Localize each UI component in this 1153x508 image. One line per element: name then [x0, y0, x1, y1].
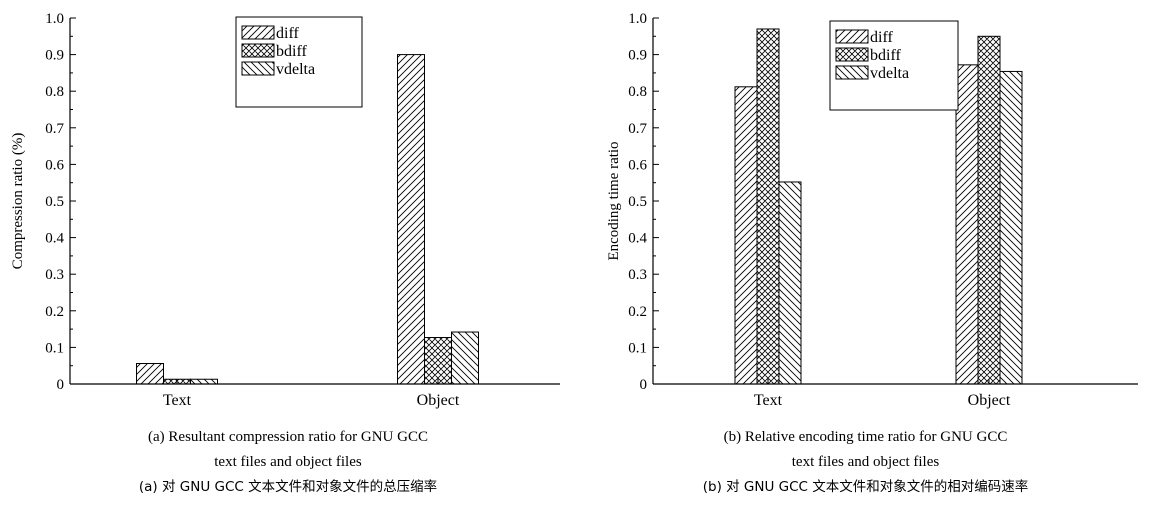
legend-label-vdelta: vdelta	[870, 65, 909, 82]
x-tick-label: Text	[163, 392, 192, 409]
charts-canvas: Text Object 0 0.1 0.2 0.3 0.4 0.5 0.6 0.7 0.8 0.9 1.…	[10, 11, 1138, 409]
caption-b-chinese: (b) 对 GNU GCC 文本文件和对象文件的相对编码速率	[702, 479, 1029, 495]
y-tick-label: 0.5	[628, 194, 647, 210]
bar-vdelta-text	[778, 181, 802, 385]
caption-a-english-line2: text files and object files	[214, 454, 362, 470]
chart-panel-a: Text Object 0 0.1 0.2 0.3 0.4 0.5 0.6 0.7 0.8 0.9 1.…	[10, 11, 560, 409]
caption-b-english-line1: (b) Relative encoding time ratio for GNU…	[723, 429, 1008, 445]
legend-swatch-vdelta	[241, 61, 275, 76]
y-tick-label: 0.2	[628, 304, 647, 320]
y-tick-label: 0.7	[45, 121, 64, 137]
legend-label-diff: diff	[276, 25, 299, 42]
caption-b-english-line2: text files and object files	[791, 454, 940, 470]
y-tick-label: 0.1	[45, 340, 64, 356]
y-tick-label: 0.5	[45, 194, 64, 210]
y-tick-label: 1.0	[45, 11, 64, 27]
x-tick-label: Object	[417, 392, 460, 409]
legend-swatch-diff	[835, 29, 869, 44]
bar-diff-object	[955, 64, 979, 385]
bar-diff-text	[136, 363, 164, 385]
chart-panel-b: Text Object 0 0.1 0.2 0.3 0.4 0.5 0.6 0.7 0.8 0.9 1.…	[606, 11, 1138, 409]
y-tick-label: 0.4	[45, 231, 64, 247]
y-tick-label: 0	[640, 377, 648, 393]
y-tick-label: 1.0	[628, 11, 647, 27]
y-tick-label: 0.2	[45, 304, 64, 320]
legend-swatch-bdiff	[835, 47, 869, 62]
y-tick-label: 0.4	[628, 231, 647, 247]
bar-vdelta-object	[451, 331, 479, 385]
legend-label-diff: diff	[870, 29, 893, 46]
y-tick-label: 0.9	[628, 48, 647, 64]
y-tick-label: 0.6	[45, 157, 64, 173]
bar-diff-text	[734, 86, 758, 385]
bar-diff-object	[397, 54, 425, 385]
caption-a-chinese: (a) 对 GNU GCC 文本文件和对象文件的总压缩率	[138, 479, 438, 495]
legend-label-bdiff: bdiff	[870, 47, 901, 64]
y-axis-label: Encoding time ratio	[606, 141, 622, 260]
y-tick-label: 0	[57, 377, 65, 393]
bar-bdiff-text	[756, 28, 780, 385]
y-tick-label: 0.7	[628, 121, 647, 137]
bar-bdiff-object	[424, 337, 452, 385]
y-axis-label: Compression ratio (%)	[10, 133, 26, 270]
bar-vdelta-object	[999, 70, 1023, 385]
x-tick-label: Text	[754, 392, 783, 409]
y-tick-label: 0.3	[628, 267, 647, 283]
legend-swatch-bdiff	[241, 43, 275, 58]
bar-vdelta-text	[190, 378, 218, 385]
y-tick-label: 0.8	[628, 84, 647, 100]
legend-swatch-vdelta	[835, 65, 869, 80]
x-tick-label: Object	[968, 392, 1011, 409]
legend-label-bdiff: bdiff	[276, 43, 307, 60]
y-tick-label: 0.8	[45, 84, 64, 100]
y-tick-label: 0.3	[45, 267, 64, 283]
legend-label-vdelta: vdelta	[276, 61, 315, 78]
legend-swatch-diff	[241, 25, 275, 40]
bar-bdiff-object	[977, 35, 1001, 385]
caption-a-english-line1: (a) Resultant compression ratio for GNU …	[148, 429, 428, 445]
y-tick-label: 0.1	[628, 340, 647, 356]
y-tick-label: 0.9	[45, 48, 64, 64]
y-tick-label: 0.6	[628, 157, 647, 173]
